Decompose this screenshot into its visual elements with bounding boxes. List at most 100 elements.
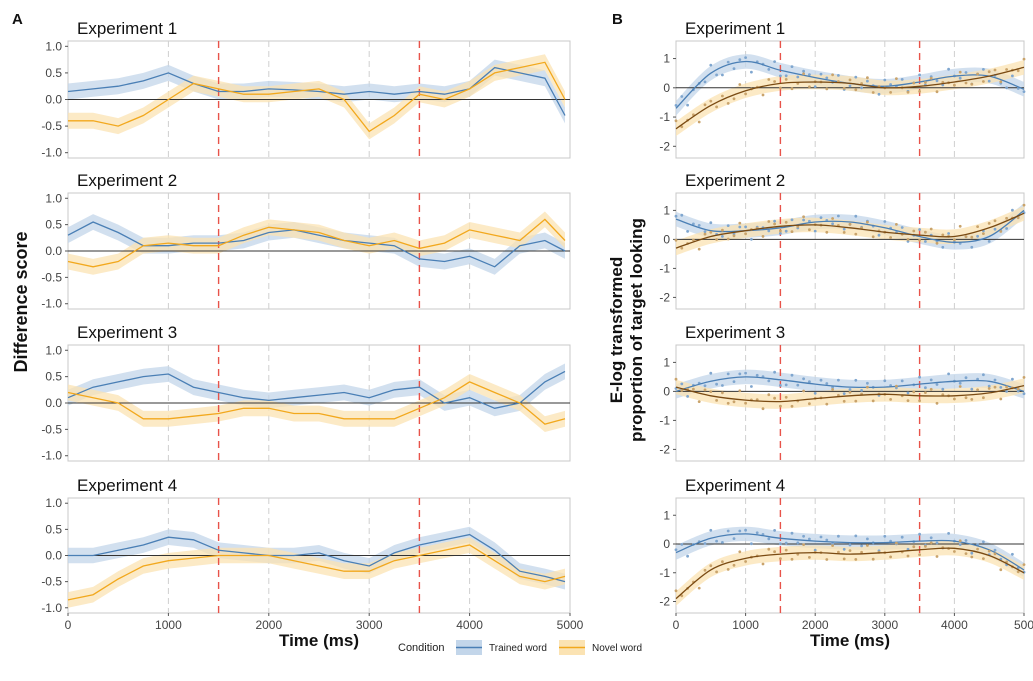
data-point [761,235,765,238]
data-point [854,378,858,382]
data-point [680,543,684,546]
data-point [744,371,747,375]
data-point [732,67,736,70]
legend-label-novel: Novel word [592,643,642,654]
data-point [784,383,788,387]
data-point [819,378,823,382]
data-point [1005,390,1008,393]
data-point [958,543,962,546]
data-point [790,218,794,222]
data-point [709,63,713,67]
data-point [790,230,794,234]
data-point [929,387,933,391]
y-tick-label: -2 [659,595,670,609]
data-point [732,563,736,567]
data-point [813,391,817,395]
data-point [1022,376,1026,379]
data-point [935,401,939,405]
data-point [825,538,829,542]
y-tick-label: 0 [663,537,670,551]
legend-label-trained: Trained word [489,643,547,654]
data-point [779,86,782,90]
data-point [697,247,701,251]
data-point [773,219,776,223]
data-point [790,531,794,535]
y-tick-label: -0.5 [41,422,62,436]
data-point [831,386,834,389]
series-line [67,218,566,268]
data-point [709,528,713,532]
data-point [889,398,892,401]
data-point [976,547,979,551]
data-point [755,373,759,377]
data-point [715,382,718,386]
y-tick-label: -1 [659,566,670,580]
y-tick-label: 0.0 [45,244,62,258]
data-point [947,532,950,535]
data-point [738,389,742,393]
data-point [982,80,985,83]
data-point [831,544,834,547]
data-point [906,90,910,94]
data-point [970,82,974,86]
data-point [970,551,974,555]
data-point [900,226,904,229]
data-point [854,75,858,79]
data-point [999,386,1003,389]
data-point [958,385,962,388]
data-point [784,220,788,224]
data-point [871,235,875,239]
confidence-band [68,374,565,432]
y-tick-label: -1 [659,413,670,427]
data-point [773,80,776,83]
data-point [918,73,921,77]
data-point [808,402,811,406]
data-point [697,224,701,227]
data-point [987,70,991,74]
data-point [802,543,805,546]
data-point [912,390,916,394]
data-point [1005,216,1008,220]
panel-title: Experiment 3 [685,323,785,342]
data-point [715,105,718,109]
panels: 1.0 0.5 0.0 -0.5 -1.0 Experiment 1 1.0 0.5 0.0 -0… [11,19,1033,650]
data-point [709,564,713,568]
data-point [784,74,788,78]
series-line [67,381,566,425]
data-point [721,541,724,544]
data-point [674,238,678,242]
data-point [860,550,863,554]
data-point [906,554,910,558]
data-point [784,395,788,399]
y-tick-label: 0.5 [45,522,62,536]
data-point [918,375,921,379]
data-point [866,537,869,541]
y-tick-label: -0.5 [41,119,62,133]
data-point [680,382,684,386]
data-point [912,545,916,549]
data-point [842,227,846,231]
panel-title: Experiment 1 [685,19,785,38]
data-point [738,529,742,533]
y-tick-label: -1 [659,261,670,275]
x-tick-label: 2000 [802,618,829,632]
data-point [825,76,829,80]
data-point [767,78,771,81]
x-tick-label: 2000 [255,618,282,632]
data-point [958,224,962,228]
data-point [993,552,997,556]
x-tick-label: 1000 [732,618,759,632]
data-point [848,388,852,391]
data-point [854,558,858,561]
data-point [848,549,852,552]
data-point [854,88,858,92]
x-tick-label: 0 [673,618,680,632]
y-tick-label: 1.0 [45,343,62,357]
data-point [726,60,730,64]
data-point [1016,570,1020,574]
panel-title: Experiment 2 [685,171,785,190]
data-point [790,373,794,377]
data-point [1005,86,1008,90]
